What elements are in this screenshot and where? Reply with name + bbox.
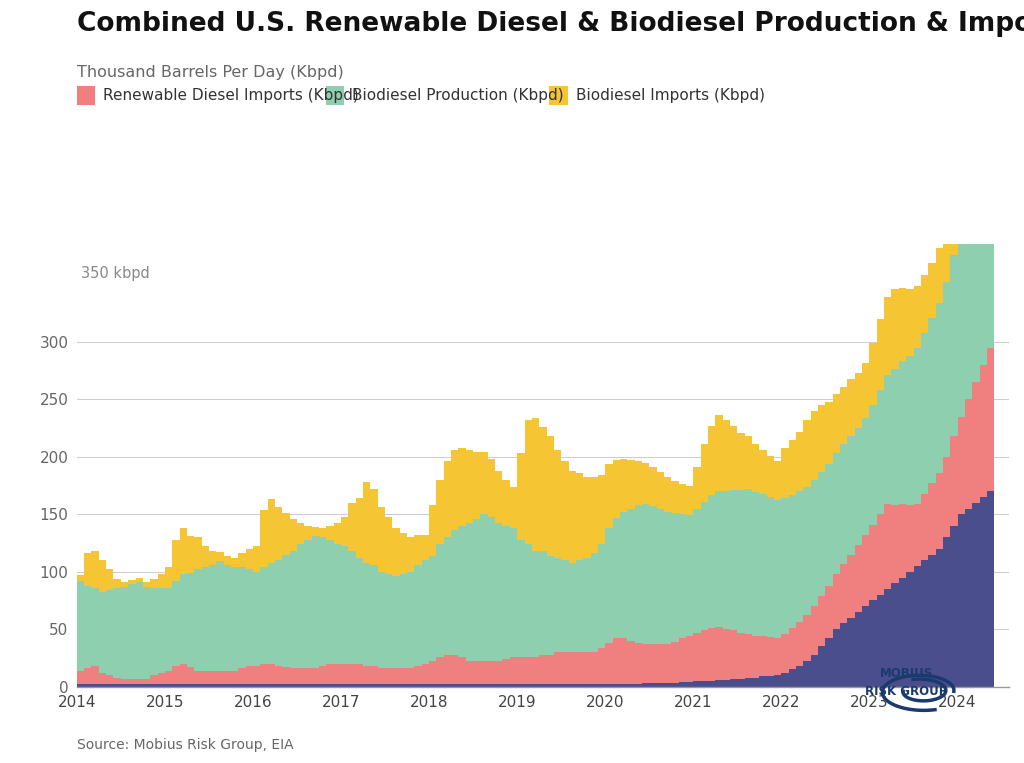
Text: Thousand Barrels Per Day (Kbpd): Thousand Barrels Per Day (Kbpd) [77, 65, 343, 80]
Text: Renewable Diesel Imports (Kbpd): Renewable Diesel Imports (Kbpd) [103, 88, 359, 103]
Text: MOBIUS
RISK GROUP: MOBIUS RISK GROUP [865, 667, 947, 698]
Text: 350 kbpd: 350 kbpd [81, 266, 150, 281]
Text: Biodiesel Production (Kbpd): Biodiesel Production (Kbpd) [352, 88, 564, 103]
Text: Combined U.S. Renewable Diesel & Biodiesel Production & Imports: Combined U.S. Renewable Diesel & Biodies… [77, 11, 1024, 37]
Text: Biodiesel Imports (Kbpd): Biodiesel Imports (Kbpd) [577, 88, 765, 103]
Text: Source: Mobius Risk Group, EIA: Source: Mobius Risk Group, EIA [77, 738, 294, 752]
